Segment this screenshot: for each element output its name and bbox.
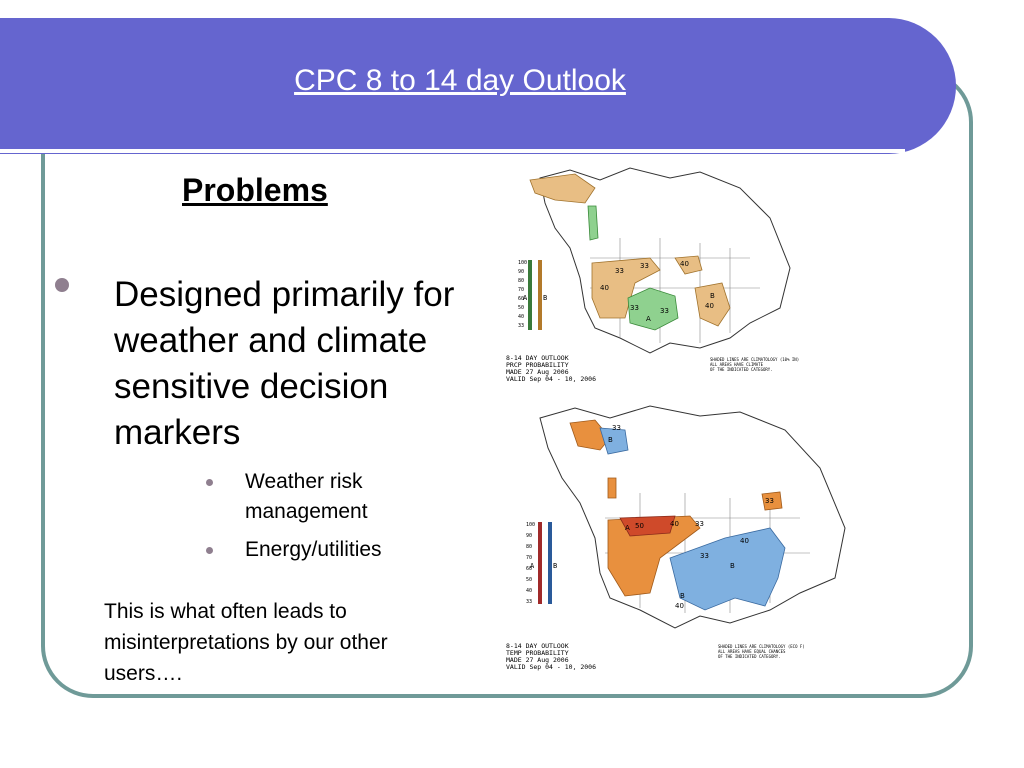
- contour-label: 33: [612, 424, 621, 432]
- temp-above-area: [607, 477, 617, 499]
- temp-caption: 8-14 DAY OUTLOOK TEMP PROBABILITY MADE 2…: [506, 642, 596, 671]
- sub-bullet-dot: [206, 479, 213, 486]
- contour-label: 33: [640, 262, 649, 270]
- temp-legend: 100 90 80 70 60 50 40 33 A B: [526, 522, 557, 605]
- sub-bullet-dot: [206, 547, 213, 554]
- caption-line: 8-14 DAY OUTLOOK: [506, 354, 569, 362]
- precip-side-note: SHADED LINES ARE CLIMATOLOGY (10% IN) AL…: [710, 357, 799, 372]
- legend-bar-below: [548, 522, 552, 604]
- precip-above-area: [627, 287, 679, 331]
- legend-tick: 80: [526, 544, 532, 550]
- legend-bar-above: [538, 522, 542, 604]
- side-note-line: SHADED LINES ARE CLIMATOLOGY (10% IN): [710, 357, 799, 362]
- legend-tick: 33: [518, 323, 524, 329]
- slide-title[interactable]: CPC 8 to 14 day Outlook: [294, 64, 626, 97]
- legend-tick: 40: [518, 314, 524, 320]
- precip-below-area: [674, 255, 703, 275]
- contour-label: B: [608, 436, 613, 444]
- temp-map-svg: 33 B A 50 40 33 33 B 40 B 40 33 100 90 8…: [506, 405, 846, 671]
- temp-side-note: SHADED LINES ARE CLIMATOLOGY (ECO F) ALL…: [718, 644, 805, 659]
- legend-tick: 80: [518, 278, 524, 284]
- contour-label: B: [730, 562, 735, 570]
- contour-label: 33: [695, 520, 704, 528]
- contour-label: 40: [670, 520, 679, 528]
- legend-tick: 100: [526, 522, 535, 528]
- temp-above-strong-area: [619, 515, 676, 537]
- title-band: [0, 18, 956, 154]
- precip-legend: 100 90 80 70 60 50 40 33 A B: [518, 260, 547, 330]
- problems-heading: Problems: [182, 172, 328, 208]
- legend-letter: B: [553, 562, 557, 570]
- legend-tick: 33: [526, 599, 532, 605]
- side-note-line: ALL AREAS HAVE CLIMATE: [710, 362, 764, 367]
- legend-tick: 70: [526, 555, 532, 561]
- contour-label: 50: [635, 522, 644, 530]
- contour-label: 33: [615, 267, 624, 275]
- caption-line: VALID Sep 04 - 10, 2006: [506, 375, 596, 383]
- precip-map-svg: 33 40 33 40 33 A 33 40 B 100 90 80 70 60…: [506, 167, 799, 383]
- contour-label: 40: [705, 302, 714, 310]
- legend-tick: 50: [518, 305, 524, 311]
- side-note-line: ALL AREAS HAVE EQUAL CHANCES: [718, 649, 786, 654]
- title-divider: [0, 149, 905, 153]
- contour-label: 33: [700, 552, 709, 560]
- side-note-line: OF THE INDICATED CATEGORY.: [710, 367, 773, 372]
- contour-label: B: [710, 292, 715, 300]
- legend-tick: 70: [518, 287, 524, 293]
- contour-label: A: [625, 524, 630, 532]
- caption-line: MADE 27 Aug 2006: [506, 368, 569, 376]
- precip-below-area: [529, 173, 596, 204]
- contour-label: 40: [675, 602, 684, 610]
- side-note-line: OF THE INDICATED CATEGORY.: [718, 654, 781, 659]
- continent-outline: [539, 167, 791, 354]
- precip-below-area: [694, 282, 731, 327]
- legend-tick: 90: [526, 533, 532, 539]
- contour-label: 40: [680, 260, 689, 268]
- contour-label: B: [680, 592, 685, 600]
- side-note-line: SHADED LINES ARE CLIMATOLOGY (ECO F): [718, 644, 805, 649]
- contour-label: 33: [630, 304, 639, 312]
- legend-bar-above: [528, 260, 532, 330]
- caption-line: PRCP PROBABILITY: [506, 361, 569, 369]
- legend-letter: A: [530, 562, 535, 570]
- legend-letter: B: [543, 294, 547, 302]
- contour-label: 33: [765, 497, 774, 505]
- contour-label: 33: [660, 307, 669, 315]
- legend-tick: 60: [526, 566, 532, 572]
- bullet-dot: [55, 278, 69, 292]
- legend-tick: 90: [518, 269, 524, 275]
- precip-caption: 8-14 DAY OUTLOOK PRCP PROBABILITY MADE 2…: [506, 354, 596, 383]
- caption-line: MADE 27 Aug 2006: [506, 656, 569, 664]
- sub-bullet-text: Weather risk management: [245, 470, 368, 523]
- legend-bar-below: [538, 260, 542, 330]
- legend-letter: A: [523, 294, 528, 302]
- legend-tick: 100: [518, 260, 527, 266]
- legend-tick: 40: [526, 588, 532, 594]
- sub-bullet-text: Energy/utilities: [245, 538, 382, 561]
- caption-line: VALID Sep 04 - 10, 2006: [506, 663, 596, 671]
- legend-tick: 60: [518, 296, 524, 302]
- continent-outline: [539, 405, 846, 629]
- contour-label: A: [646, 315, 651, 323]
- temp-above-area: [761, 491, 783, 511]
- precip-above-area: [587, 205, 599, 241]
- temp-outlook-map: 33 B A 50 40 33 33 B 40 B 40 33 100 90 8…: [500, 398, 860, 672]
- contour-label: 40: [600, 284, 609, 292]
- precip-outlook-map: 33 40 33 40 33 A 33 40 B 100 90 80 70 60…: [500, 158, 800, 388]
- temp-below-area: [669, 527, 786, 611]
- caption-line: 8-14 DAY OUTLOOK: [506, 642, 569, 650]
- contour-label: 40: [740, 537, 749, 545]
- main-bullet-text: Designed primarily for weather and clima…: [114, 275, 455, 452]
- legend-tick: 50: [526, 577, 532, 583]
- caption-line: TEMP PROBABILITY: [506, 649, 569, 657]
- note-text: This is what often leads to misinterpret…: [104, 600, 388, 685]
- temp-below-area: [599, 427, 629, 455]
